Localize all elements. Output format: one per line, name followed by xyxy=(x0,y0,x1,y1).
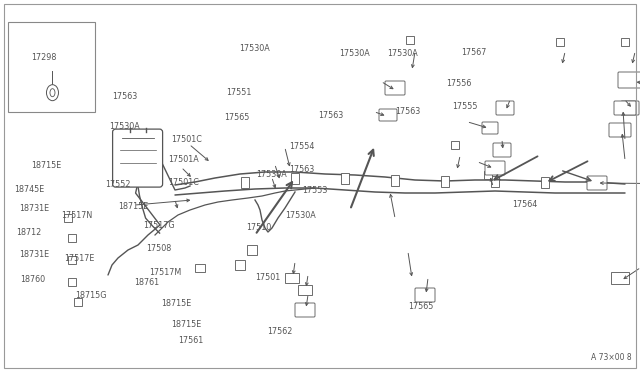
Text: 17563: 17563 xyxy=(112,92,137,101)
FancyBboxPatch shape xyxy=(379,109,397,121)
Text: 17517M: 17517M xyxy=(149,268,181,277)
Text: 17530A: 17530A xyxy=(109,122,140,131)
Bar xyxy=(74,298,82,306)
Bar xyxy=(341,173,349,183)
Text: 18731E: 18731E xyxy=(19,250,49,259)
FancyBboxPatch shape xyxy=(587,176,607,190)
Bar xyxy=(611,272,629,284)
Text: 18761: 18761 xyxy=(134,278,159,287)
Text: 17563: 17563 xyxy=(318,111,343,120)
Text: 17565: 17565 xyxy=(408,302,434,311)
Text: 17551: 17551 xyxy=(226,88,252,97)
Bar xyxy=(491,176,499,186)
Bar xyxy=(64,214,72,222)
Bar xyxy=(298,285,312,295)
Text: A 73×00 8: A 73×00 8 xyxy=(591,353,632,362)
FancyBboxPatch shape xyxy=(609,123,631,137)
Text: 18715G: 18715G xyxy=(76,291,107,300)
Text: 17530A: 17530A xyxy=(256,170,287,179)
Text: 17530A: 17530A xyxy=(239,44,269,53)
FancyBboxPatch shape xyxy=(618,72,640,88)
Text: 17501C: 17501C xyxy=(172,135,202,144)
FancyBboxPatch shape xyxy=(113,129,163,187)
FancyBboxPatch shape xyxy=(295,303,315,317)
Bar xyxy=(451,141,459,149)
Text: 17530A: 17530A xyxy=(387,49,418,58)
Text: 17563: 17563 xyxy=(396,107,420,116)
Bar xyxy=(8,22,95,112)
Text: 18715E: 18715E xyxy=(172,320,202,329)
Text: 17556: 17556 xyxy=(446,79,472,88)
Text: 17508: 17508 xyxy=(146,244,171,253)
Text: 17565: 17565 xyxy=(224,113,250,122)
Text: 18715E: 18715E xyxy=(161,299,191,308)
Text: 17510: 17510 xyxy=(246,223,271,232)
Bar xyxy=(195,264,205,272)
Text: 17564: 17564 xyxy=(512,200,537,209)
Bar xyxy=(484,171,492,179)
Bar xyxy=(541,176,549,187)
Text: 17563: 17563 xyxy=(289,165,314,174)
Bar xyxy=(241,176,249,187)
Bar xyxy=(285,273,299,283)
FancyBboxPatch shape xyxy=(415,288,435,302)
Bar xyxy=(556,38,564,46)
Ellipse shape xyxy=(47,85,58,101)
FancyBboxPatch shape xyxy=(385,81,405,95)
Text: 17517N: 17517N xyxy=(61,211,92,220)
Text: 17561: 17561 xyxy=(178,336,203,345)
Bar xyxy=(68,256,76,264)
Bar xyxy=(235,260,245,270)
FancyBboxPatch shape xyxy=(614,101,636,115)
Text: 18712: 18712 xyxy=(16,228,41,237)
Text: 17553: 17553 xyxy=(302,186,328,195)
Ellipse shape xyxy=(50,89,55,97)
Bar xyxy=(68,278,76,286)
Bar xyxy=(391,174,399,186)
Text: 17501A: 17501A xyxy=(168,155,198,164)
Text: 17562: 17562 xyxy=(268,327,293,336)
Text: 17501: 17501 xyxy=(255,273,280,282)
Text: 17554: 17554 xyxy=(289,142,315,151)
Text: 18715E: 18715E xyxy=(31,161,61,170)
Text: 17298: 17298 xyxy=(31,53,56,62)
Bar xyxy=(291,173,299,183)
Text: 17567: 17567 xyxy=(461,48,486,57)
FancyBboxPatch shape xyxy=(493,143,511,157)
FancyBboxPatch shape xyxy=(482,122,498,134)
Bar xyxy=(441,176,449,186)
Bar xyxy=(621,38,629,46)
Text: 18760: 18760 xyxy=(20,275,45,283)
Text: 18731E: 18731E xyxy=(19,204,49,213)
Text: 18715E: 18715E xyxy=(118,202,148,211)
Text: 17552: 17552 xyxy=(106,180,131,189)
FancyBboxPatch shape xyxy=(485,161,505,175)
Bar xyxy=(591,177,599,189)
Text: 18745E: 18745E xyxy=(14,185,44,194)
FancyBboxPatch shape xyxy=(621,101,639,115)
Text: 17530A: 17530A xyxy=(339,49,370,58)
Text: 17501C: 17501C xyxy=(168,178,198,187)
FancyBboxPatch shape xyxy=(496,101,514,115)
Text: 17530A: 17530A xyxy=(285,211,316,220)
Bar xyxy=(406,36,414,44)
Bar xyxy=(68,234,76,242)
Bar xyxy=(247,245,257,255)
Text: 17555: 17555 xyxy=(452,102,477,110)
Text: 17517E: 17517E xyxy=(64,254,94,263)
Text: 17517G: 17517G xyxy=(143,221,174,230)
